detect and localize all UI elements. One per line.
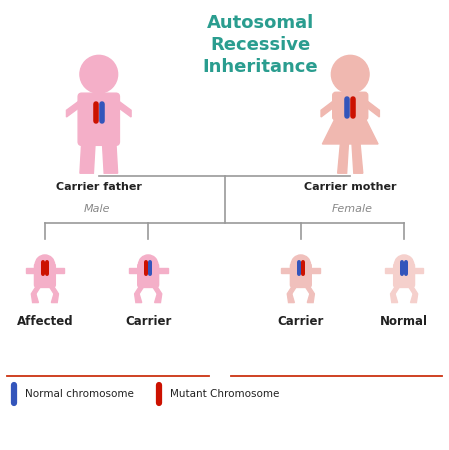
Polygon shape	[391, 285, 401, 294]
Circle shape	[291, 255, 311, 274]
Polygon shape	[53, 268, 64, 274]
Polygon shape	[304, 285, 314, 294]
Polygon shape	[102, 142, 118, 173]
FancyBboxPatch shape	[138, 263, 158, 288]
Polygon shape	[151, 285, 162, 294]
FancyBboxPatch shape	[35, 263, 55, 288]
Polygon shape	[129, 268, 141, 274]
Circle shape	[331, 55, 369, 93]
FancyBboxPatch shape	[347, 91, 354, 97]
Polygon shape	[282, 268, 293, 274]
Polygon shape	[321, 99, 336, 117]
FancyBboxPatch shape	[394, 263, 414, 288]
Text: Normal: Normal	[380, 315, 428, 328]
Text: Autosomal
Recessive
Inheritance: Autosomal Recessive Inheritance	[202, 14, 318, 76]
FancyBboxPatch shape	[78, 93, 119, 145]
Polygon shape	[154, 294, 162, 302]
Polygon shape	[31, 294, 39, 302]
Text: Mutant Chromosome: Mutant Chromosome	[170, 389, 279, 399]
Polygon shape	[116, 99, 131, 117]
Polygon shape	[391, 294, 398, 302]
Text: Carrier mother: Carrier mother	[304, 182, 396, 192]
Polygon shape	[51, 294, 58, 302]
Text: Carrier: Carrier	[125, 315, 172, 328]
Polygon shape	[48, 285, 58, 294]
Polygon shape	[287, 285, 298, 294]
Polygon shape	[156, 268, 167, 274]
Text: Affected: Affected	[17, 315, 73, 328]
Polygon shape	[287, 294, 295, 302]
Polygon shape	[407, 285, 418, 294]
Polygon shape	[365, 99, 379, 117]
Polygon shape	[412, 268, 423, 274]
Circle shape	[80, 55, 118, 93]
Text: Normal chromosome: Normal chromosome	[25, 389, 133, 399]
Circle shape	[138, 255, 158, 274]
Polygon shape	[338, 144, 348, 173]
Polygon shape	[308, 268, 320, 274]
Polygon shape	[322, 117, 378, 144]
Polygon shape	[385, 268, 396, 274]
Polygon shape	[352, 144, 363, 173]
Polygon shape	[410, 294, 418, 302]
Text: Carrier father: Carrier father	[56, 182, 142, 192]
Text: Female: Female	[332, 204, 373, 214]
Polygon shape	[80, 142, 95, 173]
FancyBboxPatch shape	[95, 91, 102, 97]
Text: Carrier: Carrier	[277, 315, 324, 328]
Polygon shape	[26, 268, 37, 274]
Polygon shape	[307, 294, 314, 302]
Polygon shape	[135, 294, 142, 302]
Polygon shape	[135, 285, 145, 294]
Circle shape	[394, 255, 414, 274]
FancyBboxPatch shape	[144, 9, 305, 207]
Polygon shape	[31, 285, 42, 294]
Polygon shape	[66, 99, 82, 117]
Text: Male: Male	[83, 204, 110, 214]
FancyBboxPatch shape	[291, 263, 311, 288]
Circle shape	[35, 255, 55, 274]
FancyBboxPatch shape	[333, 92, 368, 120]
